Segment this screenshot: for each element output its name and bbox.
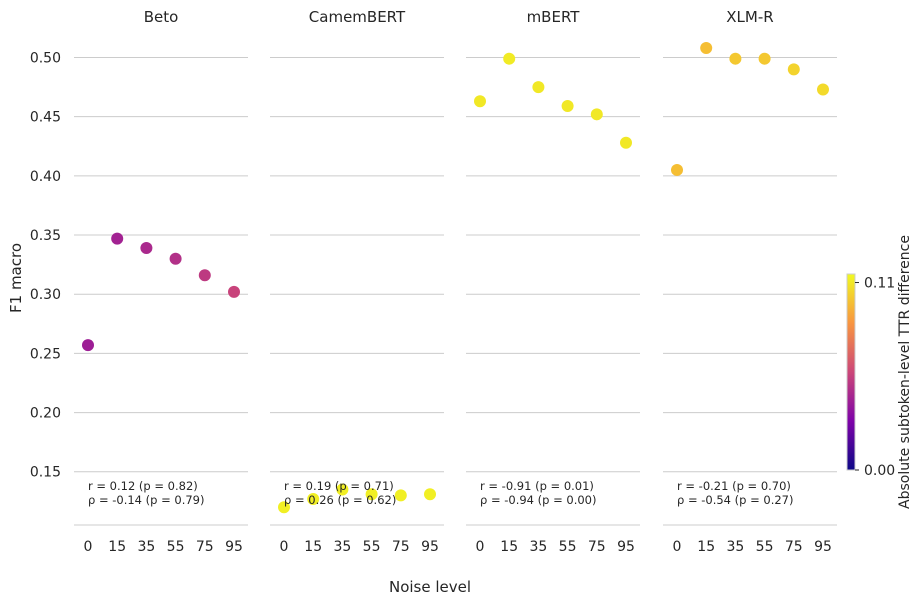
x-tick-label: 75 bbox=[785, 539, 803, 555]
data-point bbox=[671, 163, 683, 176]
y-axis-label: F1 macro bbox=[7, 243, 25, 313]
data-point bbox=[336, 483, 349, 496]
x-tick-label: 95 bbox=[617, 539, 635, 555]
x-tick-label: 15 bbox=[108, 539, 126, 555]
x-tick-label: 15 bbox=[697, 539, 715, 555]
y-tick-label: 0.25 bbox=[30, 346, 61, 362]
colorbar-label: Absolute subtoken-level TTR difference bbox=[897, 235, 913, 509]
facet-panel-camembert: CamemBERT 0 15 35 55 75 95 r = 0.19 (p = 0.71)ρ… bbox=[270, 8, 444, 555]
data-point bbox=[758, 52, 771, 65]
facet-title: mBERT bbox=[527, 8, 581, 26]
correlation-stat: ρ = -0.54 (p = 0.27) bbox=[677, 493, 793, 507]
correlation-stat: ρ = -0.94 (p = 0.00) bbox=[480, 493, 596, 507]
data-point bbox=[817, 83, 829, 96]
y-tick-label: 0.35 bbox=[30, 228, 61, 244]
data-point bbox=[82, 339, 94, 352]
x-tick-label: 95 bbox=[225, 539, 243, 555]
y-axis: 0.15 0.20 0.25 0.30 0.35 0.40 0.45 0.50 bbox=[30, 51, 61, 481]
x-tick-label: 55 bbox=[559, 539, 577, 555]
correlation-stat: r = -0.91 (p = 0.01) bbox=[480, 479, 594, 493]
correlation-stat: ρ = 0.26 (p = 0.62) bbox=[284, 493, 396, 507]
x-axis-label: Noise level bbox=[389, 578, 471, 596]
x-tick-label: 95 bbox=[421, 539, 439, 555]
x-tick-label: 35 bbox=[333, 539, 351, 555]
data-point bbox=[503, 52, 516, 65]
x-tick-label: 0 bbox=[673, 539, 682, 555]
facet-title: Beto bbox=[144, 8, 179, 26]
x-tick-label: 55 bbox=[363, 539, 381, 555]
x-tick-label: 35 bbox=[726, 539, 744, 555]
data-point bbox=[228, 285, 240, 298]
data-point bbox=[111, 232, 124, 245]
colorbar-tick-label: 0.00 bbox=[864, 463, 895, 479]
colorbar-ticks: 0.00 0.11 bbox=[855, 276, 895, 479]
data-point bbox=[278, 501, 290, 514]
data-point bbox=[787, 63, 800, 76]
data-point bbox=[307, 492, 320, 505]
data-point bbox=[590, 108, 603, 121]
data-point bbox=[700, 42, 713, 55]
correlation-stat: r = 0.12 (p = 0.82) bbox=[88, 479, 198, 493]
data-point bbox=[474, 95, 486, 108]
colorbar-gradient bbox=[846, 273, 856, 471]
x-tick-label: 55 bbox=[167, 539, 185, 555]
x-tick-label: 35 bbox=[529, 539, 547, 555]
data-point bbox=[365, 488, 378, 501]
x-tick-label: 35 bbox=[137, 539, 155, 555]
x-tick-label: 0 bbox=[280, 539, 289, 555]
x-tick-label: 0 bbox=[84, 539, 93, 555]
x-tick-label: 15 bbox=[304, 539, 322, 555]
data-point bbox=[561, 100, 574, 113]
colorbar: 0.00 0.11 Absolute subtoken-level TTR dif… bbox=[846, 235, 913, 509]
correlation-stat: r = 0.19 (p = 0.71) bbox=[284, 479, 394, 493]
x-tick-label: 55 bbox=[756, 539, 774, 555]
x-tick-label: 75 bbox=[588, 539, 606, 555]
y-tick-label: 0.40 bbox=[30, 169, 61, 185]
data-point bbox=[169, 252, 182, 265]
facet-panel-mbert: mBERT 0 15 35 55 75 95 r = -0.91 (p = 0.01)ρ = … bbox=[466, 8, 640, 555]
facet-title: XLM-R bbox=[726, 8, 773, 26]
data-point bbox=[424, 488, 436, 501]
x-tick-label: 75 bbox=[392, 539, 410, 555]
correlation-stat: r = -0.21 (p = 0.70) bbox=[677, 479, 791, 493]
data-point bbox=[140, 242, 153, 255]
y-tick-label: 0.20 bbox=[30, 406, 61, 422]
facet-title: CamemBERT bbox=[309, 8, 406, 26]
y-tick-label: 0.15 bbox=[30, 465, 61, 481]
y-tick-label: 0.30 bbox=[30, 287, 61, 303]
data-point bbox=[729, 52, 742, 65]
facet-panel-beto: Beto 0 15 35 55 75 95 r = 0.12 (p = 0.82)ρ = -0… bbox=[74, 8, 248, 555]
y-tick-label: 0.50 bbox=[30, 51, 61, 67]
facet-panel-xlm-r: XLM-R 0 15 35 55 75 95 r = -0.21 (p = 0.70)ρ = … bbox=[663, 8, 837, 555]
x-tick-label: 75 bbox=[196, 539, 214, 555]
data-point bbox=[198, 269, 211, 282]
y-tick-label: 0.45 bbox=[30, 110, 61, 126]
x-tick-label: 0 bbox=[476, 539, 485, 555]
data-point bbox=[532, 81, 545, 94]
correlation-stat: ρ = -0.14 (p = 0.79) bbox=[88, 493, 204, 507]
data-point bbox=[620, 136, 632, 149]
data-point bbox=[394, 489, 407, 502]
x-tick-label: 15 bbox=[500, 539, 518, 555]
colorbar-tick-label: 0.11 bbox=[864, 276, 895, 292]
x-tick-label: 95 bbox=[814, 539, 832, 555]
